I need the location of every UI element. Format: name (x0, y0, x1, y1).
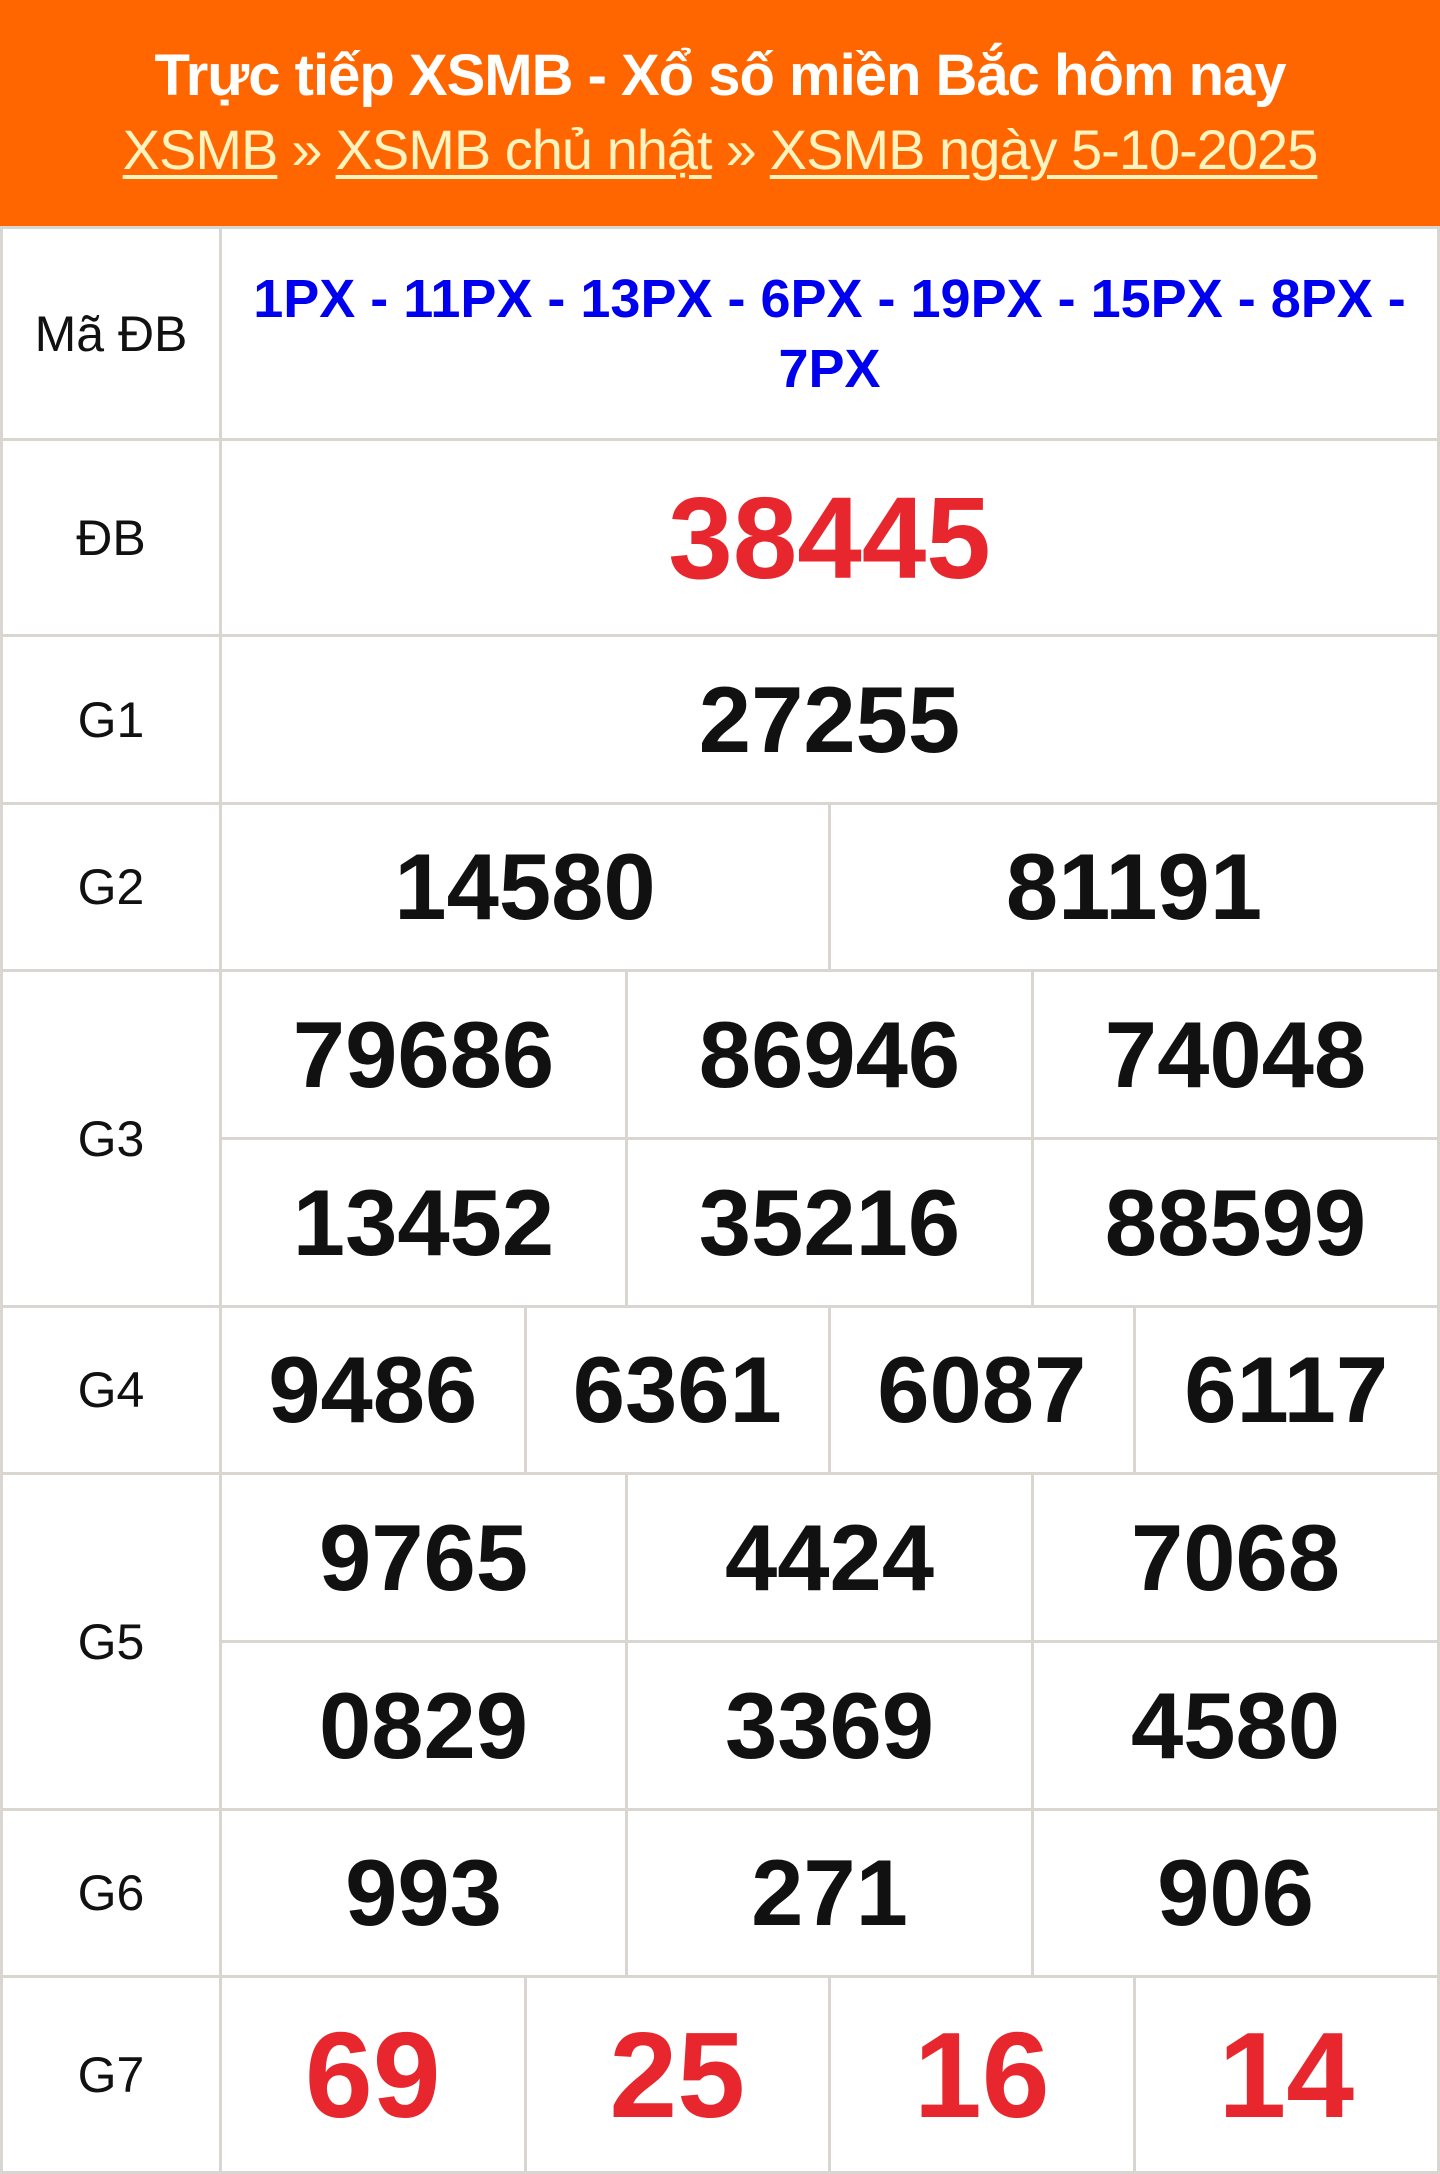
prize-number: 4424 (625, 1472, 1034, 1643)
prize-number: 88599 (1031, 1137, 1440, 1308)
prize-number: 4580 (1031, 1640, 1440, 1811)
row-label: ĐB (0, 438, 222, 637)
prize-number: 993 (219, 1808, 628, 1978)
prize-number: 0829 (219, 1640, 628, 1811)
breadcrumb-xsmb-date[interactable]: XSMB ngày 5-10-2025 (769, 118, 1319, 181)
breadcrumb-xsmb[interactable]: XSMB (122, 118, 279, 181)
row-g7: G7 69 25 16 14 (0, 1975, 1440, 2174)
prize-number: 74048 (1031, 969, 1440, 1140)
prize-number: 906 (1031, 1808, 1440, 1978)
row-label: G6 (0, 1808, 222, 1978)
prize-number: 9765 (219, 1472, 628, 1643)
prize-number: 14580 (219, 802, 831, 972)
row-label: G4 (0, 1305, 222, 1475)
prize-number: 3369 (625, 1640, 1034, 1811)
page-title: Trực tiếp XSMB - Xổ số miền Bắc hôm nay (154, 43, 1286, 108)
prize-number: 7068 (1031, 1472, 1440, 1643)
results-table: Mã ĐB 1PX - 11PX - 13PX - 6PX - 19PX - 1… (0, 226, 1440, 2174)
prize-number: 38445 (219, 438, 1440, 637)
prize-number: 271 (625, 1808, 1034, 1978)
row-label: Mã ĐB (0, 226, 222, 441)
row-label: G1 (0, 634, 222, 805)
breadcrumb-separator: » (725, 118, 757, 181)
row-g5b: 0829 3369 4580 (2, 1640, 1440, 1811)
row-g3b: 13452 35216 88599 (2, 1137, 1440, 1308)
prize-number: 9486 (219, 1305, 527, 1475)
row-ma-db: Mã ĐB 1PX - 11PX - 13PX - 6PX - 19PX - 1… (0, 226, 1440, 441)
row-label: G7 (0, 1975, 222, 2174)
row-g2: G2 14580 81191 (0, 802, 1440, 972)
prize-number: 6087 (828, 1305, 1136, 1475)
prize-number: 6361 (523, 1305, 831, 1475)
prize-number: 25 (523, 1975, 831, 2174)
page-header: Trực tiếp XSMB - Xổ số miền Bắc hôm nay … (0, 0, 1440, 226)
row-label: G2 (0, 802, 222, 972)
row-label: G5 (0, 1472, 222, 1811)
row-g4: G4 9486 6361 6087 6117 (0, 1305, 1440, 1475)
row-g6: G6 993 271 906 (0, 1808, 1440, 1978)
prize-number: 14 (1132, 1975, 1440, 2174)
prize-number: 13452 (219, 1137, 628, 1308)
prize-number: 69 (219, 1975, 527, 2174)
breadcrumb-xsmb-sunday[interactable]: XSMB chủ nhật (335, 118, 713, 181)
prize-number: 6117 (1132, 1305, 1440, 1475)
row-label: G3 (0, 969, 222, 1308)
prize-number: 79686 (219, 969, 628, 1140)
breadcrumb: XSMB» XSMB chủ nhật» XSMB ngày 5-10-2025 (0, 112, 1440, 188)
special-codes: 1PX - 11PX - 13PX - 6PX - 19PX - 15PX - … (219, 226, 1440, 441)
prize-number: 16 (828, 1975, 1136, 2174)
row-g1: G1 27255 (0, 634, 1440, 805)
prize-number: 81191 (828, 802, 1440, 972)
prize-number: 35216 (625, 1137, 1034, 1308)
prize-number: 86946 (625, 969, 1034, 1140)
row-g5: G5 9765 4424 7068 (0, 1472, 1440, 1811)
row-db: ĐB 38445 (0, 438, 1440, 637)
row-g3: G3 79686 86946 74048 (0, 969, 1440, 1308)
breadcrumb-separator: » (291, 118, 322, 181)
prize-number: 27255 (219, 634, 1440, 805)
